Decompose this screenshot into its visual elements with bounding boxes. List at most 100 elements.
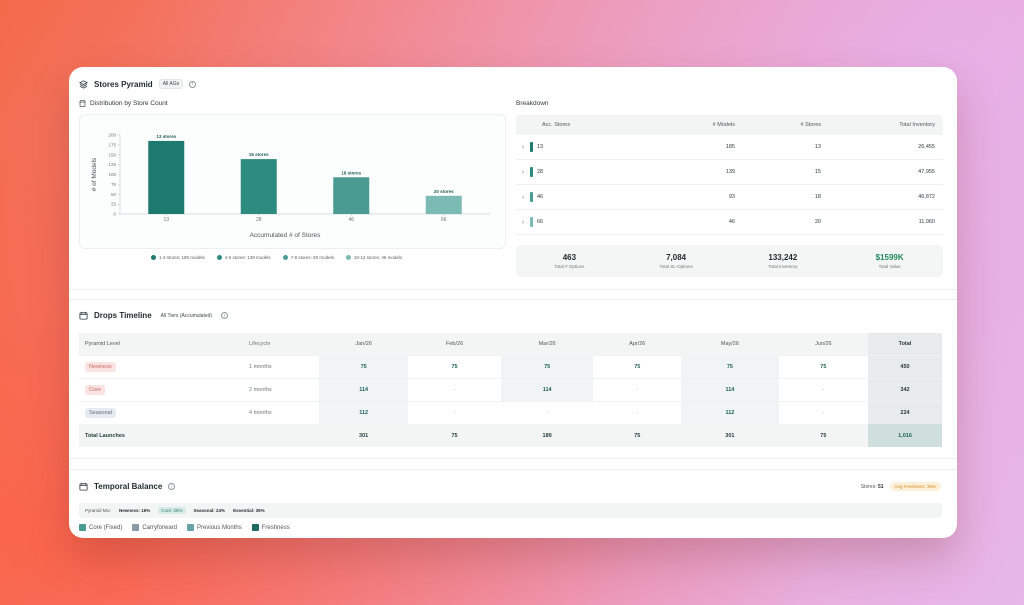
bar-data-label: 13 stores: [156, 134, 176, 139]
total-value: 133,242: [768, 253, 798, 262]
legend-label: 10-12 stores: 46 models: [353, 255, 403, 260]
info-icon[interactable]: i: [168, 483, 176, 490]
col-feb: Feb/26: [408, 333, 501, 355]
temporal-balance-section: Temporal Balance i Stores: 51 Avg Freshn…: [69, 469, 957, 538]
temporal-legend: Core (Fixed) Carryforward Previous Months F…: [79, 524, 290, 531]
acc-stores-value: 28: [537, 169, 544, 175]
drops-row: Seasonal 4 months 112- - -112-224: [79, 400, 942, 424]
temporal-legend-item: Previous Months: [187, 524, 242, 531]
col-models: # Models: [712, 122, 735, 128]
col-jun: Jun/26: [778, 333, 868, 355]
mix-seasonal: Seasonal: 24%: [193, 508, 226, 513]
tier-filter[interactable]: All Tiers (Accumulated): [160, 312, 213, 319]
distribution-chart: 0 25 50 75 100 125 150 175 200 13 stores 13 15 stor…: [79, 114, 506, 249]
breakdown-row[interactable]: › 46 93 18 46,872: [516, 185, 943, 210]
month-cell: 75: [408, 354, 501, 378]
launch-cell: 75: [408, 424, 501, 447]
inventory-value: 26,455: [918, 144, 935, 150]
inventory-value: 47,955: [918, 169, 935, 175]
bar-data-label: 18 stores: [341, 170, 361, 175]
tier-color-bar: [530, 217, 533, 227]
month-cell: 114: [500, 377, 594, 401]
lifecycle-cell: 2 months: [249, 377, 319, 401]
breakdown-row[interactable]: › 28 139 15 47,955: [516, 160, 943, 185]
legend-label: 1-3 stores: 185 models: [159, 255, 205, 260]
legend-swatch: [79, 524, 86, 531]
month-cell: 75: [681, 354, 779, 378]
stores-value: 15: [814, 169, 821, 175]
mix-newness: Newness: 16%: [119, 508, 151, 513]
breakdown-table: Acc. Stores # Models # Stores Total Inve…: [516, 115, 943, 235]
mix-label: Pyramid Mix:: [85, 508, 112, 513]
breakdown-totals: 463 Total # Options 7,084 Total SL-Options 1…: [516, 245, 943, 277]
drops-timeline-section: Drops Timeline All Tiers (Accumulated) i…: [69, 299, 957, 459]
x-tick-label: 46: [348, 217, 354, 223]
models-value: 139: [725, 169, 735, 175]
y-tick-label: 175: [108, 142, 116, 147]
ag-filter-pill[interactable]: All AGs: [158, 79, 184, 89]
bar: [148, 140, 185, 214]
month-cell: -: [778, 377, 868, 401]
month-cell: 112: [681, 400, 779, 424]
month-cell: -: [778, 400, 868, 424]
legend-item: 10-12 stores: 46 models: [345, 255, 403, 260]
launch-cell: 301: [319, 424, 409, 447]
breakdown-row[interactable]: › 66 46 20 11,960: [516, 210, 943, 235]
legend-swatch: [132, 524, 140, 531]
total-launches-row: Total Launches 301 75 189 75 301 75 1,016: [79, 424, 942, 447]
drops-table: Pyramid Level Lifecycle Jan/26 Feb/26 Ma…: [79, 333, 942, 447]
breakdown-row[interactable]: › 13 185 13 26,455: [516, 135, 943, 160]
temporal-balance-title: Temporal Balance: [94, 482, 163, 491]
chevron-right-icon[interactable]: ›: [521, 218, 525, 226]
temporal-stats: Stores: 51 Avg Freshness: 35%: [861, 482, 941, 491]
info-icon[interactable]: i: [221, 312, 229, 319]
temporal-legend-item: Carryforward: [132, 524, 177, 531]
acc-stores-value: 46: [537, 194, 544, 200]
breakdown-title: Breakdown: [516, 100, 549, 107]
pyramid-level-tag: Newness: [85, 361, 116, 372]
y-tick-label: 125: [108, 162, 116, 167]
chevron-right-icon[interactable]: ›: [521, 143, 525, 151]
y-axis-label: # of Models: [91, 157, 98, 191]
x-tick-label: 66: [441, 217, 447, 223]
legend-label: 7-9 stores: 93 models: [290, 255, 334, 260]
col-jan: Jan/26: [319, 333, 409, 355]
legend-item: 7-9 stores: 93 models: [282, 255, 334, 260]
y-tick-label: 150: [108, 152, 116, 157]
info-icon[interactable]: i: [189, 80, 197, 88]
tier-color-bar: [530, 142, 533, 152]
models-value: 46: [728, 219, 735, 225]
inventory-value: 46,872: [918, 194, 935, 200]
stores-value: 18: [814, 194, 821, 200]
distribution-header: Distribution by Store Count: [79, 100, 168, 107]
calendar-icon: [79, 482, 88, 491]
y-tick-label: 0: [113, 212, 116, 217]
bar-chart-svg: 0 25 50 75 100 125 150 175 200 13 stores 13 15 stor…: [91, 133, 490, 239]
total-label: Total Value: [878, 264, 901, 269]
total-stat: $1599K Total Value: [836, 245, 943, 277]
total-stat: 7,084 Total SL-Options: [623, 245, 730, 277]
legend-swatch: [251, 524, 259, 531]
row-total-cell: 224: [868, 400, 942, 424]
drops-timeline-header: Drops Timeline All Tiers (Accumulated) i: [79, 311, 229, 320]
total-label: Total # Options: [554, 264, 585, 269]
total-value: 463: [562, 253, 577, 262]
month-cell: 114: [319, 377, 409, 401]
legend-item: 4-6 stores: 139 models: [216, 255, 271, 260]
month-cell: -: [408, 400, 501, 424]
stores-value: 20: [814, 219, 821, 225]
month-cell: -: [593, 377, 682, 401]
calendar-icon: [79, 311, 88, 320]
y-tick-label: 75: [111, 182, 117, 187]
month-cell: -: [500, 400, 594, 424]
tier-color-bar: [530, 167, 533, 177]
total-value: $1599K: [875, 253, 904, 262]
acc-stores-value: 13: [537, 144, 544, 150]
chevron-right-icon[interactable]: ›: [521, 193, 525, 201]
col-lifecycle: Lifecycle: [249, 333, 319, 355]
month-cell: 75: [500, 354, 594, 378]
col-acc-stores: Acc. Stores: [542, 122, 571, 128]
chevron-right-icon[interactable]: ›: [521, 168, 525, 176]
y-tick-label: 25: [111, 202, 117, 207]
pyramid-level-tag: Core: [85, 384, 105, 395]
